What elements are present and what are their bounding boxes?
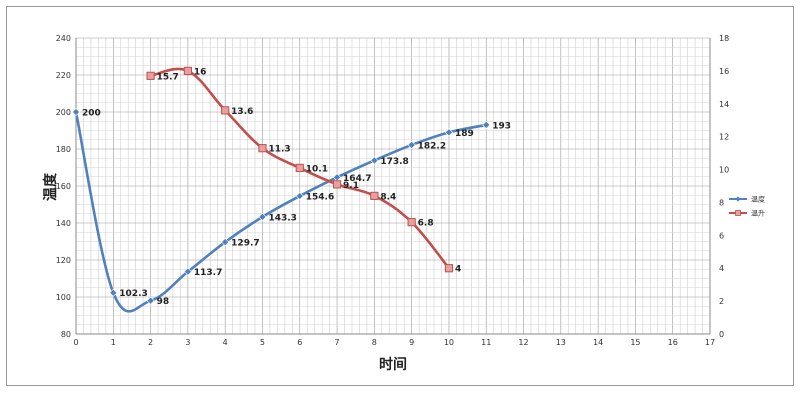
temperature-data-label: 143.3 [268,213,296,223]
x-tick-label: 8 [372,338,377,347]
temperature-data-label: 129.7 [231,239,259,249]
x-tick-label: 6 [297,338,302,347]
temperature-rise-point [258,144,267,153]
y-axis-title: 温度 [42,172,59,201]
x-tick-label: 0 [73,338,78,347]
y-left-tick-label: 120 [56,256,71,265]
temperature-point [444,128,453,137]
x-tick-label: 17 [705,338,715,347]
temperature-data-label: 154.6 [306,192,334,202]
temperature-rise-point [407,218,416,227]
temperature-rise-point [183,66,192,75]
y-right-tick-label: 16 [719,67,729,76]
temperature-rise-legend-label: 温升 [751,209,765,218]
x-tick-label: 10 [444,338,454,347]
temperature-point [295,191,304,201]
y-left-tick-label: 160 [56,182,71,191]
data-labels-layer: 200 102.3 98 113.7 129.7 143.3 154.6 164.7 173.8… [82,67,511,307]
temperature-rise-legend-marker [735,210,741,216]
x-tick-label: 2 [148,338,153,347]
temperature-rise-point [295,163,304,173]
x-tick-label: 1 [111,338,116,347]
temperature-rise-data-label: 10.1 [306,164,328,174]
y-left-tick-label: 180 [56,145,71,154]
x-tick-label: 3 [185,338,190,347]
temperature-point [258,212,267,221]
temperature-point [183,267,192,276]
temperature-point [221,238,230,247]
temperature-rise-point [221,106,230,115]
temperature-data-label: 200 [82,109,101,119]
x-tick-label: 4 [223,338,228,347]
temperature-rise-data-label: 4 [455,265,461,275]
temperature-rise-data-label: 15.7 [157,72,179,82]
y-left-tick-label: 200 [56,108,71,117]
y-left-tick-label: 240 [56,34,71,43]
temperature-data-label: 102.3 [119,289,147,299]
y-right-tick-label: 14 [719,100,729,109]
y-right-tick-label: 4 [719,264,724,273]
x-tick-label: 7 [335,338,340,347]
temperature-data-label: 189 [455,129,474,139]
temperature-point [407,140,416,149]
temperature-legend-label: 温度 [751,195,765,204]
temperature-point [109,288,118,297]
temperature-data-label: 193 [492,121,511,131]
y-left-tick-label: 100 [56,293,71,302]
temperature-rise-data-label: 13.6 [231,107,253,117]
grid-lines [75,37,711,335]
y-left-tick-label: 80 [61,330,71,339]
temperature-rise-point [332,180,342,189]
temperature-rise-point [444,264,454,273]
x-tick-label: 14 [593,338,603,347]
x-tick-label: 13 [556,338,566,347]
temperature-data-label: 113.7 [194,268,222,278]
temperature-point [71,107,81,117]
y-right-tick-label: 12 [719,133,729,142]
tick-labels: 0 1 2 3 4 5 6 7 8 9 10 11 12 13 14 15 16 1780100120140160… [56,34,729,347]
y-left-tick-label: 220 [56,71,71,80]
x-axis-title: 时间 [379,356,407,373]
x-tick-label: 16 [668,338,678,347]
temperature-point [146,296,155,305]
axes [75,38,711,335]
temperature-rise-data-label: 6.8 [418,219,434,229]
x-tick-label: 9 [409,338,414,347]
x-tick-label: 15 [630,338,640,347]
temperature-rise-point [146,71,155,80]
x-tick-label: 11 [481,338,491,347]
chart-frame: 0 1 2 3 4 5 6 7 8 9 10 11 12 13 14 15 16 17 80 100 120 140 160… [6,6,794,386]
temperature-point [482,120,491,129]
temperature-data-label: 182.2 [418,141,446,151]
y-right-tick-label: 18 [719,34,729,43]
temperature-rise-point [370,191,379,200]
temperature-rise-data-label: 8.4 [380,192,396,202]
y-left-tick-label: 140 [56,219,71,228]
temperature-point [370,156,379,165]
temperature-rise-data-label: 11.3 [268,145,290,155]
series-layer [71,66,491,313]
y-right-tick-label: 6 [719,231,724,240]
x-tick-label: 5 [260,338,265,347]
x-tick-label: 12 [518,338,528,347]
y-right-tick-label: 2 [719,297,724,306]
y-right-tick-label: 8 [719,198,724,207]
temperature-legend-marker [735,196,741,202]
temperature-rise-data-label: 16 [194,67,207,77]
y-right-tick-label: 10 [719,166,729,175]
temperature-rise-data-label: 9.1 [343,181,359,191]
line-chart: 0 1 2 3 4 5 6 7 8 9 10 11 12 13 14 15 16 1780100120140160… [42,34,765,373]
temperature-data-label: 164.7 [343,174,371,184]
temperature-data-label: 98 [157,297,170,307]
temperature-data-label: 173.8 [380,157,408,167]
y-right-tick-label: 0 [719,330,724,339]
